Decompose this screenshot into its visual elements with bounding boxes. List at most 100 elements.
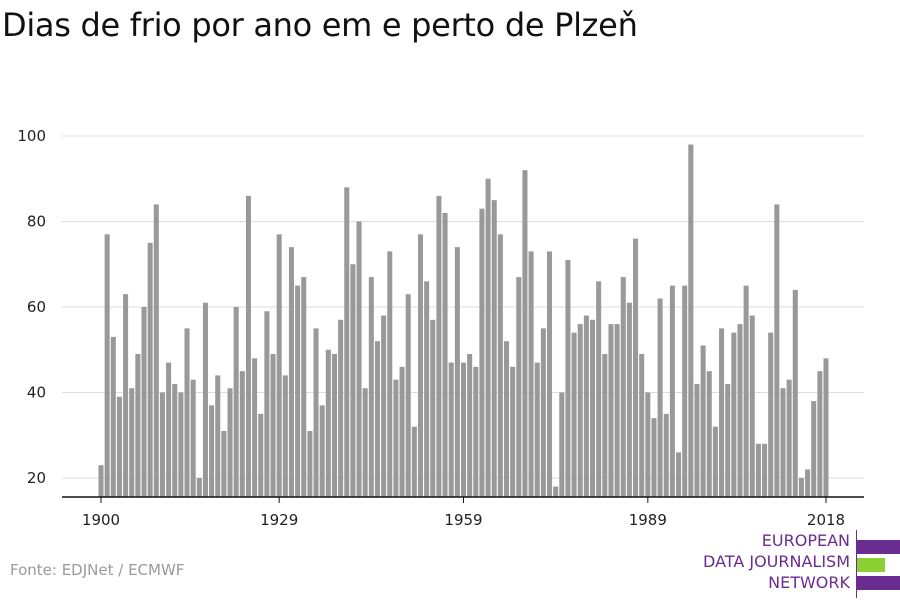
- bar: [295, 285, 301, 498]
- bar: [344, 187, 350, 498]
- bar: [381, 315, 387, 497]
- bar: [454, 247, 460, 497]
- y-tick-label: 40: [27, 384, 46, 402]
- bar: [583, 315, 589, 497]
- bar: [817, 371, 823, 498]
- bar: [540, 328, 546, 498]
- bar: [682, 285, 688, 498]
- bar: [547, 251, 553, 497]
- bar: [209, 405, 215, 497]
- bar: [282, 375, 288, 497]
- bar: [184, 328, 190, 498]
- chart-title: Dias de frio por ano em e perto de Plzeň: [2, 6, 638, 44]
- bar: [362, 388, 368, 497]
- bar: [510, 366, 516, 497]
- bar: [135, 354, 141, 497]
- bar: [460, 362, 467, 497]
- bar: [712, 426, 718, 497]
- logo-bar-3: [857, 576, 900, 590]
- bar: [196, 478, 202, 497]
- bar: [448, 362, 454, 497]
- bar: [227, 388, 233, 497]
- bar: [264, 311, 270, 497]
- bar: [663, 413, 669, 498]
- bar: [147, 242, 153, 497]
- bar: [823, 358, 829, 497]
- bar: [792, 289, 798, 497]
- x-tick-label: 2018: [807, 511, 845, 529]
- bar: [473, 366, 479, 497]
- bar: [768, 332, 774, 497]
- bar: [233, 307, 239, 497]
- bar: [331, 354, 337, 497]
- bar: [706, 371, 712, 498]
- bars: [98, 144, 829, 498]
- x-axis: 1900 1929 1959 1989 2018: [62, 496, 864, 529]
- bar: [270, 354, 276, 497]
- bar: [276, 234, 282, 497]
- bar: [393, 379, 399, 497]
- bar: [178, 392, 184, 497]
- bar: [98, 465, 104, 497]
- y-tick-label: 60: [27, 298, 46, 316]
- bar: [319, 405, 325, 497]
- bar: [620, 277, 626, 497]
- source-note: Fonte: EDJNet / ECMWF: [10, 561, 185, 579]
- bar: [633, 238, 639, 497]
- bar: [590, 319, 596, 497]
- bar: [688, 144, 694, 498]
- bar: [424, 281, 430, 497]
- logo-text: EUROPEAN DATA JOURNALISM NETWORK: [703, 530, 850, 593]
- bar: [442, 212, 448, 497]
- bar: [141, 307, 147, 497]
- bar: [221, 430, 227, 497]
- bar: [215, 375, 221, 497]
- bar: [534, 362, 540, 497]
- edjnet-logo[interactable]: EUROPEAN DATA JOURNALISM NETWORK: [700, 530, 900, 598]
- x-tick-label: 1929: [260, 511, 298, 529]
- bar: [104, 234, 110, 497]
- bar: [485, 178, 491, 497]
- bar: [430, 319, 436, 497]
- x-tick-label: 1989: [629, 511, 667, 529]
- bar: [645, 392, 651, 497]
- bar: [614, 324, 620, 497]
- bar: [694, 383, 700, 497]
- logo-line-2: DATA JOURNALISM: [703, 552, 850, 571]
- bar: [749, 315, 755, 497]
- bar: [571, 332, 577, 497]
- bar: [725, 383, 731, 497]
- bar: [780, 388, 786, 497]
- bar: [190, 379, 196, 497]
- logo-line-3: NETWORK: [768, 573, 850, 592]
- bar: [522, 170, 528, 497]
- bar: [491, 200, 497, 498]
- bar: [651, 418, 657, 497]
- bar: [307, 430, 313, 497]
- bar: [700, 345, 706, 497]
- bar: [516, 277, 522, 497]
- bar: [626, 302, 632, 497]
- bar: [497, 234, 503, 497]
- bar: [110, 336, 116, 497]
- x-tick-label: 1959: [444, 511, 482, 529]
- bar: [798, 478, 804, 497]
- bar: [786, 379, 792, 497]
- bar: [153, 204, 159, 497]
- bar: [528, 251, 534, 497]
- bar: [743, 285, 749, 498]
- bar: [338, 319, 344, 497]
- bar: [368, 277, 374, 497]
- bar: [399, 366, 405, 497]
- bar: [172, 383, 178, 497]
- y-tick-label: 20: [27, 469, 46, 487]
- bar: [608, 324, 614, 497]
- bar: [436, 195, 442, 497]
- bar: [602, 354, 608, 497]
- bar: [639, 354, 645, 497]
- logo-bar-2: [857, 558, 885, 572]
- bar: [657, 298, 663, 497]
- bar: [350, 264, 356, 497]
- bar: [565, 259, 571, 497]
